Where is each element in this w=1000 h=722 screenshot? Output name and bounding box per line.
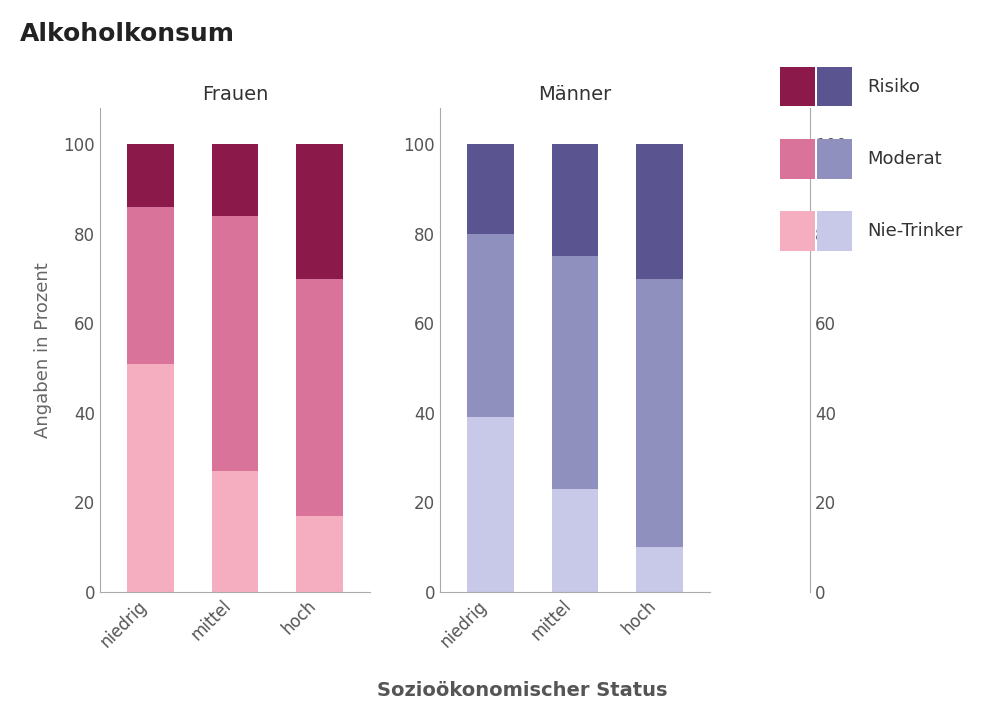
Bar xyxy=(127,144,174,206)
Bar xyxy=(296,516,343,592)
Text: Moderat: Moderat xyxy=(867,150,942,168)
Text: Risiko: Risiko xyxy=(867,78,920,95)
Bar xyxy=(552,256,598,489)
Bar xyxy=(127,206,174,364)
Bar xyxy=(552,489,598,592)
Bar xyxy=(636,279,683,547)
Text: Sozioökonomischer Status: Sozioökonomischer Status xyxy=(377,682,668,700)
Bar xyxy=(212,216,258,471)
Bar xyxy=(467,417,514,592)
Y-axis label: Angaben in Prozent: Angaben in Prozent xyxy=(34,262,52,438)
Bar xyxy=(552,144,598,256)
Bar xyxy=(636,144,683,279)
Bar xyxy=(212,144,258,216)
Text: Alkoholkonsum: Alkoholkonsum xyxy=(20,22,235,45)
Title: Frauen: Frauen xyxy=(202,85,268,104)
Bar xyxy=(296,279,343,516)
Bar xyxy=(127,364,174,592)
Title: Männer: Männer xyxy=(538,85,612,104)
Bar xyxy=(212,471,258,592)
Bar xyxy=(467,234,514,417)
Bar xyxy=(467,144,514,234)
Text: Nie-Trinker: Nie-Trinker xyxy=(867,222,963,240)
Bar xyxy=(636,547,683,592)
Bar xyxy=(296,144,343,279)
